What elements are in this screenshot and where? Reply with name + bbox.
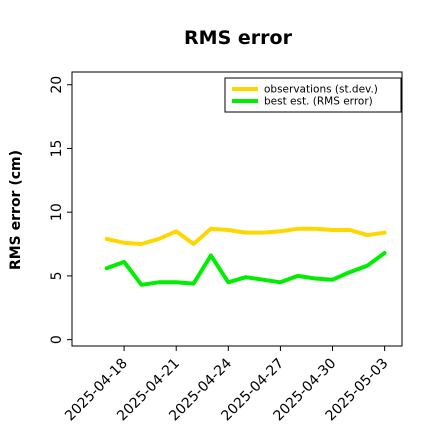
y-tick-label: 0 (49, 335, 65, 344)
legend: observations (st.dev.)best est. (RMS err… (224, 77, 402, 113)
chart-title: RMS error (184, 27, 293, 49)
legend-label: observations (st.dev.) (264, 84, 378, 96)
x-axis-ticks: 2025-04-182025-04-212025-04-242025-04-27… (62, 346, 391, 424)
y-tick-label: 10 (49, 203, 65, 221)
series-line-2 (104, 251, 387, 287)
legend-box (224, 77, 402, 113)
y-axis-label: RMS error (cm) (8, 150, 24, 270)
series-lines (104, 226, 387, 287)
plot-frame (71, 71, 403, 347)
legend-label: best est. (RMS error) (264, 96, 373, 108)
y-tick-label: 20 (49, 76, 65, 94)
y-axis-ticks: 0 5 10 15 20 (49, 76, 72, 344)
y-tick-label: 5 (49, 271, 65, 280)
y-tick-label: 15 (49, 140, 65, 158)
series-line-1 (104, 226, 387, 246)
